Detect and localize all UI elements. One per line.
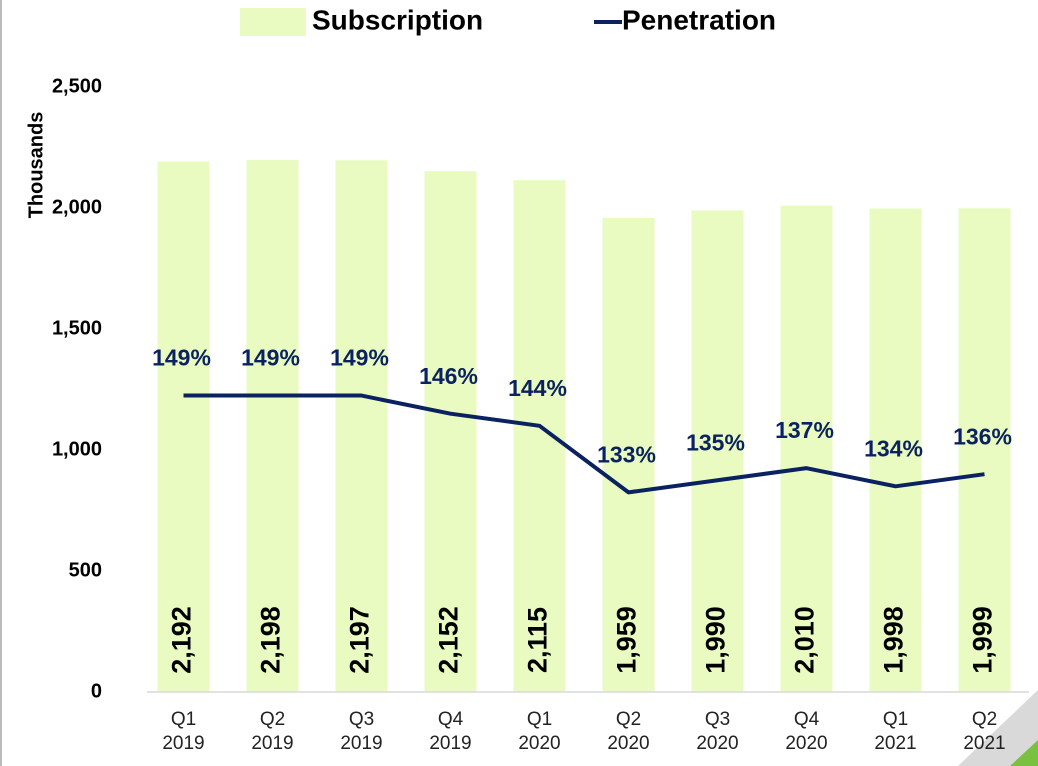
y-tick-label: 500 xyxy=(69,559,102,581)
x-tick-label: Q4 2020 xyxy=(785,709,827,754)
bar-value-label: 2,192 xyxy=(167,606,197,674)
x-tick-label-line: Q1 xyxy=(527,709,552,730)
line-value-label: 135% xyxy=(686,429,745,455)
x-tick-label-line: 2019 xyxy=(162,733,204,754)
line-value-label: 144% xyxy=(508,375,567,401)
x-tick-label-line: 2019 xyxy=(251,733,293,754)
bar xyxy=(958,208,1011,692)
x-tick-label: Q1 2019 xyxy=(162,709,204,754)
x-tick-label-line: 2020 xyxy=(607,733,649,754)
x-tick-label-line: Q1 xyxy=(171,709,196,730)
x-tick-label-line: Q4 xyxy=(438,709,464,730)
x-tick-label: Q2 2020 xyxy=(607,709,649,754)
line-value-label: 149% xyxy=(241,345,300,371)
bar xyxy=(157,161,210,692)
line-value-label: 146% xyxy=(419,363,478,389)
y-tick-label: 1,000 xyxy=(52,438,102,460)
bar xyxy=(780,205,833,692)
bar-value-label: 1,999 xyxy=(968,606,998,674)
x-tick-label-line: Q2 xyxy=(616,709,641,730)
line-value-label: 134% xyxy=(864,435,923,461)
x-tick-label: Q2 2021 xyxy=(963,709,1005,754)
x-tick-label-line: Q2 xyxy=(260,709,285,730)
x-tick-label-line: 2021 xyxy=(874,733,916,754)
bar-value-label: 2,198 xyxy=(256,606,286,674)
y-axis-label: Thousands xyxy=(25,112,47,219)
bar xyxy=(424,171,477,692)
x-tick-label-line: 2019 xyxy=(340,733,382,754)
bar xyxy=(513,180,566,693)
x-tick-label-line: 2019 xyxy=(429,733,471,754)
x-tick-label-line: 2020 xyxy=(518,733,560,754)
bar-value-label: 2,115 xyxy=(523,607,553,673)
y-tick-label: 2,000 xyxy=(52,196,102,218)
penetration-line xyxy=(183,393,985,495)
x-tick-label-line: Q4 xyxy=(794,709,820,730)
x-tick-label-line: Q3 xyxy=(705,709,730,730)
bar-value-label: 2,152 xyxy=(434,606,464,674)
bar xyxy=(691,210,744,693)
bar-value-label: 1,959 xyxy=(612,606,642,674)
x-tick-label: Q1 2021 xyxy=(874,709,916,754)
bar-value-label: 2,010 xyxy=(790,606,820,674)
legend-label: Subscription xyxy=(312,4,483,35)
bar-value-label: 1,998 xyxy=(879,606,909,674)
x-tick-label-line: 2020 xyxy=(785,733,827,754)
legend-swatch xyxy=(240,8,306,36)
bar xyxy=(602,217,655,692)
line-value-label: 149% xyxy=(330,345,389,371)
line-value-label: 133% xyxy=(597,441,656,467)
legend-label: Penetration xyxy=(622,4,776,35)
corner-decoration xyxy=(1010,740,1038,766)
x-tick-label: Q3 2020 xyxy=(696,709,738,754)
x-tick-label-line: Q3 xyxy=(349,709,374,730)
x-tick-label-line: Q1 xyxy=(883,709,908,730)
bar xyxy=(869,208,922,692)
line-value-label: 149% xyxy=(152,345,211,371)
corner-decoration xyxy=(958,690,1038,766)
x-tick-label: Q4 2019 xyxy=(429,709,471,754)
x-tick-label-line: Q2 xyxy=(972,709,997,730)
bar xyxy=(246,160,299,693)
bar xyxy=(335,160,388,693)
y-tick-label: 2,500 xyxy=(52,75,102,97)
line-value-label: 136% xyxy=(953,423,1012,449)
x-tick-label: Q2 2019 xyxy=(251,709,293,754)
bar-value-label: 1,990 xyxy=(701,606,731,674)
bar-value-label: 2,197 xyxy=(345,606,375,674)
y-tick-label: 1,500 xyxy=(52,317,102,339)
x-tick-label-line: 2021 xyxy=(963,733,1005,754)
x-tick-label: Q3 2019 xyxy=(340,709,382,754)
x-tick-label: Q1 2020 xyxy=(518,709,560,754)
line-value-label: 137% xyxy=(775,417,834,443)
x-tick-label-line: 2020 xyxy=(696,733,738,754)
y-tick-label: 0 xyxy=(91,680,102,702)
